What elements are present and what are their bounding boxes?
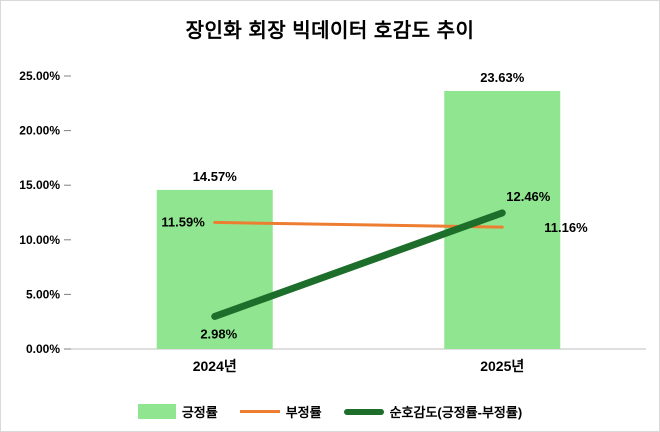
line-data-label: 12.46% [506,189,551,204]
line-data-label: 11.59% [161,214,205,229]
y-axis-tick-label: 10.00% [19,233,60,247]
line-data-label: 11.16% [544,220,588,235]
legend-item-negative-rate: 부정률 [239,402,322,421]
bar-data-label: 23.63% [480,70,525,85]
line-data-label: 2.98% [200,326,237,341]
legend-label-positive-rate: 긍정률 [181,405,218,420]
legend-swatch-line-icon [239,410,280,413]
x-axis-category-label: 2024년 [193,358,237,374]
legend-item-net-favorability: 순호감도(긍정률-부정률) [343,402,523,421]
bar-data-label: 14.57% [193,169,238,184]
legend-swatch-thick-line-icon [343,408,384,415]
legend-label-net-favorability: 순호감도(긍정률-부정률) [389,405,523,420]
chart-title: 장인화 회장 빅데이터 호감도 추이 [185,20,475,42]
line-series-0 [213,220,504,229]
legend-swatch-bar-icon [137,404,176,419]
line-series-1 [211,209,506,320]
bar-2024년 [156,189,273,349]
legend-item-positive-rate: 긍정률 [137,402,218,421]
y-axis-tick-label: 20.00% [19,124,60,138]
chart-legend: 긍정률 부정률 순호감도(긍정률-부정률) [1,402,659,421]
y-axis-tick-label: 25.00% [19,69,60,83]
x-axis-category-label: 2025년 [480,358,524,374]
bar-2025년 [444,90,561,350]
y-axis-tick-label: 0.00% [26,342,60,356]
legend-label-negative-rate: 부정률 [285,405,322,420]
y-axis-tick-label: 15.00% [19,178,60,192]
y-axis-tick-label: 5.00% [26,287,60,301]
chart-svg: 0.00% 5.00% 10.00% 15.00% 20.00% 25.00% 2024년 2… [19,69,646,374]
